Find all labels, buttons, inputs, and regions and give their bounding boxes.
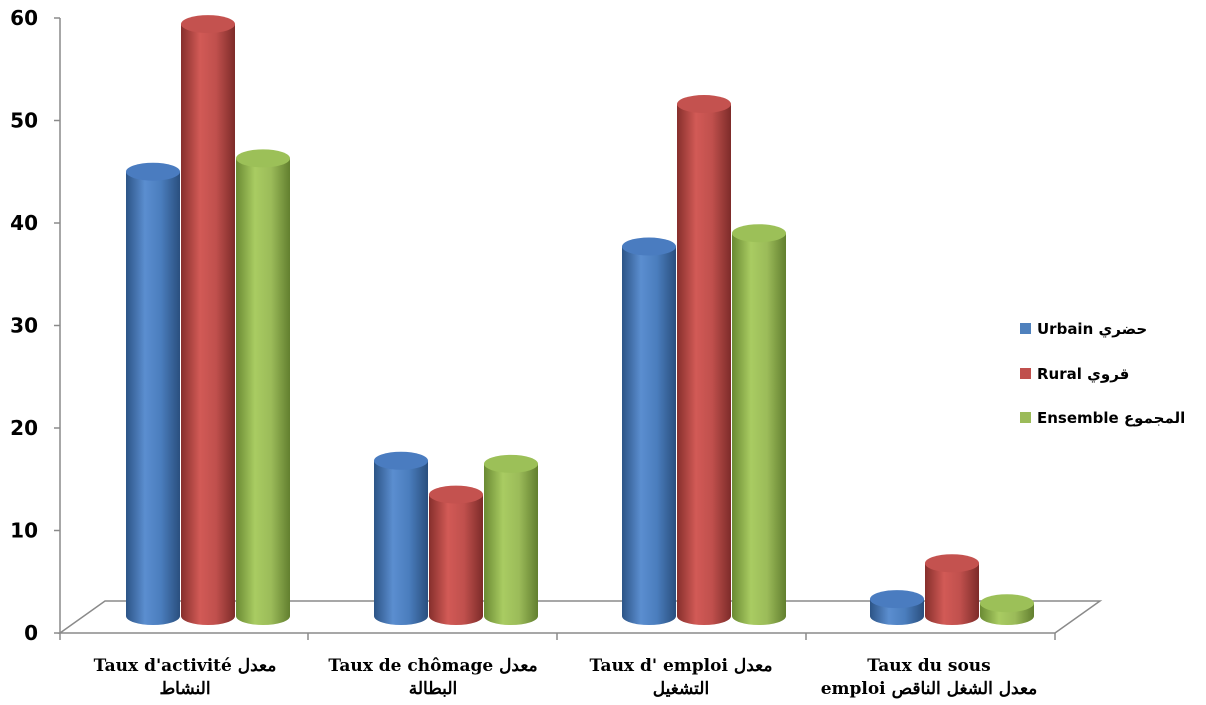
bar-body xyxy=(484,463,538,625)
bar-body xyxy=(126,171,180,625)
bar-rural-3 xyxy=(677,95,731,626)
bar-top xyxy=(870,590,924,609)
bar-top xyxy=(732,224,786,243)
bar-top xyxy=(980,594,1034,613)
bar-ensemble-3 xyxy=(732,224,786,625)
category-label-1-line1: Taux d'activité معدل xyxy=(94,656,277,676)
bar-body xyxy=(622,246,676,625)
legend-swatch-rural xyxy=(1020,368,1031,379)
bar-body xyxy=(925,563,979,625)
bar-body xyxy=(677,104,731,626)
bar-top xyxy=(484,454,538,473)
legend: Urbain حضري Rural قروي Ensemble المجموع xyxy=(1020,320,1185,427)
bar-top xyxy=(181,15,235,34)
category-labels: Taux d'activité معدل النشاط Taux de chôm… xyxy=(94,656,1038,699)
bar-ensemble-1 xyxy=(236,149,290,625)
category-label-3-line1: Taux d' emploi معدل xyxy=(590,656,773,676)
bars-group xyxy=(126,15,1034,626)
bar-body xyxy=(732,233,786,625)
legend-swatch-ensemble xyxy=(1020,412,1031,423)
bar-urbain-4 xyxy=(870,590,924,625)
bar-rural-1 xyxy=(181,15,235,626)
bar-top xyxy=(622,237,676,256)
bar-urbain-2 xyxy=(374,451,428,625)
y-tick-label: 20 xyxy=(10,416,38,440)
bar-body xyxy=(374,460,428,625)
bar-top xyxy=(677,95,731,114)
category-label-4-line1: Taux du sous xyxy=(867,656,990,676)
category-label-3-line2: التشغيل xyxy=(653,679,709,699)
bar-rural-4 xyxy=(925,554,979,625)
legend-label-rural: Rural قروي xyxy=(1037,365,1129,384)
category-label-2-line1: Taux de chômage معدل xyxy=(328,656,537,676)
chart-axes: 0 10 20 30 40 50 60 xyxy=(10,6,1103,645)
y-tick-label: 60 xyxy=(10,6,38,30)
bar-top xyxy=(126,162,180,181)
category-label-2-line2: البطالة xyxy=(409,679,457,699)
bar-body xyxy=(236,158,290,625)
bar-body xyxy=(429,494,483,625)
bar-top xyxy=(429,485,483,504)
bar-top xyxy=(236,149,290,168)
category-label-1-line2: النشاط xyxy=(159,679,210,699)
chart-floor xyxy=(57,600,1103,634)
bar-urbain-1 xyxy=(126,162,180,625)
bar-urbain-3 xyxy=(622,237,676,625)
bar-top xyxy=(374,451,428,470)
category-label-4-line2: emploi معدل الشغل الناقص xyxy=(821,679,1038,699)
bar-ensemble-2 xyxy=(484,454,538,625)
legend-label-ensemble: Ensemble المجموع xyxy=(1037,409,1185,427)
y-tick-label: 30 xyxy=(10,314,38,338)
legend-swatch-urbain xyxy=(1020,323,1031,334)
legend-label-urbain: Urbain حضري xyxy=(1037,320,1147,339)
bar-body xyxy=(181,24,235,626)
y-tick-label: 0 xyxy=(24,621,38,645)
bar-rural-2 xyxy=(429,485,483,625)
bar-ensemble-4 xyxy=(980,594,1034,625)
y-tick-label: 50 xyxy=(10,109,38,133)
y-tick-label: 10 xyxy=(10,519,38,543)
bar-top xyxy=(925,554,979,573)
y-tick-label: 40 xyxy=(10,211,38,235)
